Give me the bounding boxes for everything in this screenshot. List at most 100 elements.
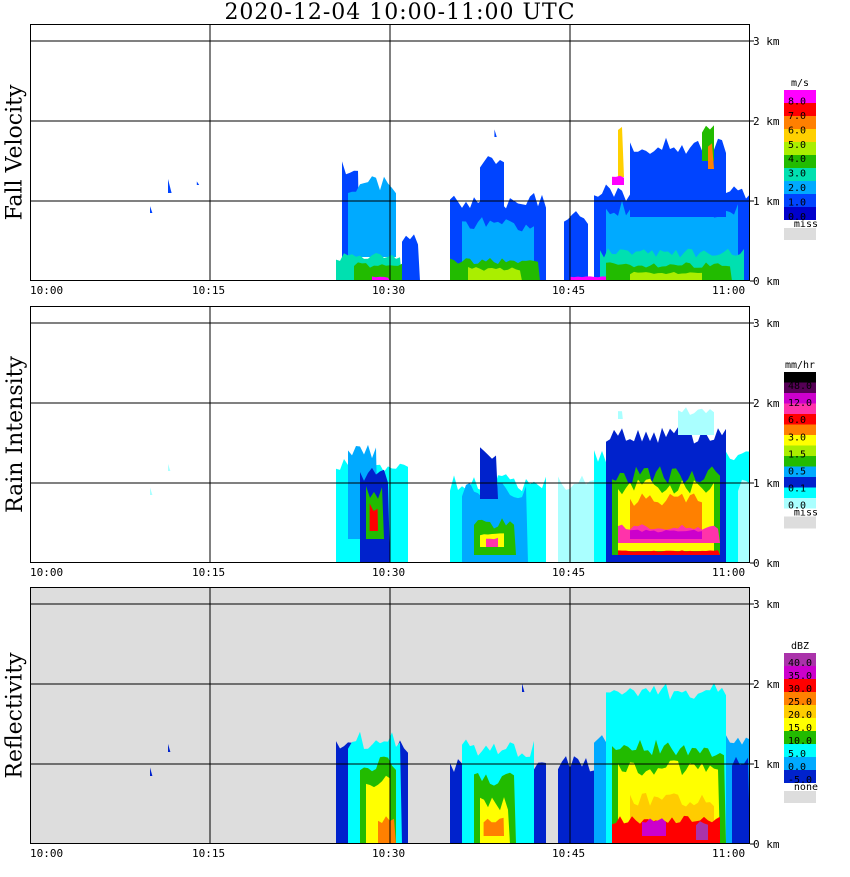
colorbar-tick-label: 4.0 [788, 154, 806, 165]
data-cell [480, 447, 498, 499]
colorbar-tick-label: 40.0 [788, 658, 812, 669]
colorbar-swatch [784, 679, 816, 692]
data-cell [642, 818, 666, 836]
x-tick-label: 10:30 [372, 284, 405, 297]
data-cell [378, 816, 396, 844]
colorbar-unit: m/s [791, 78, 809, 89]
data-cell [150, 487, 153, 495]
colorbar-missing-swatch [784, 228, 816, 240]
colorbar-tick-label: 0.5 [788, 466, 806, 477]
colorbar-tick-label: 35.0 [788, 671, 812, 682]
y-tick-label: 1 km [753, 758, 780, 771]
y-tick-label: 0 km [753, 838, 780, 851]
x-tick-label: 10:15 [192, 284, 225, 297]
colorbar-swatch [784, 498, 816, 509]
colorbar-swatch [784, 414, 816, 425]
data-cell [618, 126, 624, 177]
colorbar-tick-label: 10.0 [788, 736, 812, 747]
colorbar-tick-label: 1.0 [788, 198, 806, 209]
colorbar-tick-label: 1.5 [788, 449, 806, 460]
x-tick-label: 10:15 [192, 847, 225, 860]
colorbar-swatch [784, 129, 816, 142]
colorbar-swatch [784, 653, 816, 666]
colorbar-swatch [784, 382, 816, 393]
panel-fall_velocity: 10:00 10:15 10:30 10:45 11:00 0 km 1 km 2 km 3 k… [30, 24, 818, 297]
y-tick-label: 2 km [753, 678, 780, 691]
data-cell [480, 797, 510, 844]
x-tick-label: 11:00 [712, 566, 745, 579]
colorbar-tick-label: 30.0 [788, 684, 812, 695]
data-cell [480, 156, 504, 209]
plot-frame [30, 306, 750, 563]
colorbar-tick-label: 8.0 [788, 96, 806, 107]
x-tick-label: 10:30 [372, 566, 405, 579]
data-cell [150, 767, 153, 776]
plot-cells [150, 125, 750, 281]
colorbar-tick-label: 5.0 [788, 140, 806, 151]
y-tick-label: 0 km [753, 557, 780, 570]
data-cell [372, 276, 390, 281]
colorbar-tick-label: 7.0 [788, 111, 806, 122]
x-tick-label: 10:15 [192, 566, 225, 579]
x-tick-label: 11:00 [712, 847, 745, 860]
colorbar-missing-label: miss [794, 219, 818, 230]
x-tick-label: 11:00 [712, 284, 745, 297]
colorbar-swatch [784, 435, 816, 446]
colorbar-swatch [784, 90, 816, 103]
colorbar-swatch [784, 718, 816, 731]
y-tick-label: 3 km [753, 598, 780, 611]
colorbar-tick-label: 5.0 [788, 749, 806, 760]
data-cell [558, 756, 600, 844]
data-cell [564, 211, 588, 281]
colorbar-tick-label: 3.0 [788, 169, 806, 180]
data-cell [468, 267, 522, 281]
colorbar-swatch [784, 194, 816, 207]
data-cell [369, 503, 378, 531]
data-cell [558, 475, 600, 563]
colorbar-swatch [784, 487, 816, 498]
plot-cells [150, 407, 750, 563]
plot-frame [30, 24, 750, 281]
colorbar-missing-label: none [794, 782, 818, 793]
grid [30, 306, 750, 563]
colorbar-swatch [784, 705, 816, 718]
colorbar-tick-label: 0.1 [788, 483, 806, 494]
colorbar-swatch [784, 692, 816, 705]
data-cell [612, 175, 624, 185]
x-tick-label: 10:00 [30, 566, 63, 579]
colorbar-swatch [784, 142, 816, 155]
data-cell [196, 181, 200, 185]
colorbar-tick-label: 6.0 [788, 415, 806, 426]
colorbar-swatch [784, 477, 816, 488]
data-cell [483, 817, 504, 836]
data-cell [738, 479, 750, 563]
colorbar-swatch [784, 445, 816, 456]
x-tick-label: 10:45 [552, 284, 585, 297]
data-cell [494, 129, 497, 137]
colorbar-tick-label: 25.0 [788, 697, 812, 708]
plot-frame [30, 587, 750, 844]
y-tick-label: 2 km [753, 397, 780, 410]
data-cell [630, 271, 702, 281]
colorbar-swatch [784, 757, 816, 770]
colorbar-swatch [784, 393, 816, 404]
y-tick-label: 0 km [753, 275, 780, 288]
data-cell [168, 179, 172, 193]
colorbar-tick-label: 0.0 [788, 212, 806, 223]
colorbar-swatch [784, 424, 816, 435]
colorbar-tick-label: 0.0 [788, 501, 806, 512]
data-cell [570, 276, 606, 281]
panel-reflectivity: 10:00 10:15 10:30 10:45 11:00 0 km 1 km 2 km 3 k… [30, 587, 818, 860]
colorbar-tick-label: 20.0 [788, 710, 812, 721]
grid [30, 24, 750, 281]
y-tick-label: 1 km [753, 195, 780, 208]
colorbar-tick-label: -5.0 [788, 775, 812, 786]
data-cell [630, 529, 702, 539]
y-tick-label: 3 km [753, 35, 780, 48]
colorbar-swatch [784, 181, 816, 194]
data-cell [732, 756, 750, 844]
colorbar-tick-label: 3.0 [788, 432, 806, 443]
colorbar-tick-label: 2.0 [788, 183, 806, 194]
x-tick-label: 10:45 [552, 847, 585, 860]
chart-title: 2020-12-04 10:00-11:00 UTC [224, 0, 576, 25]
